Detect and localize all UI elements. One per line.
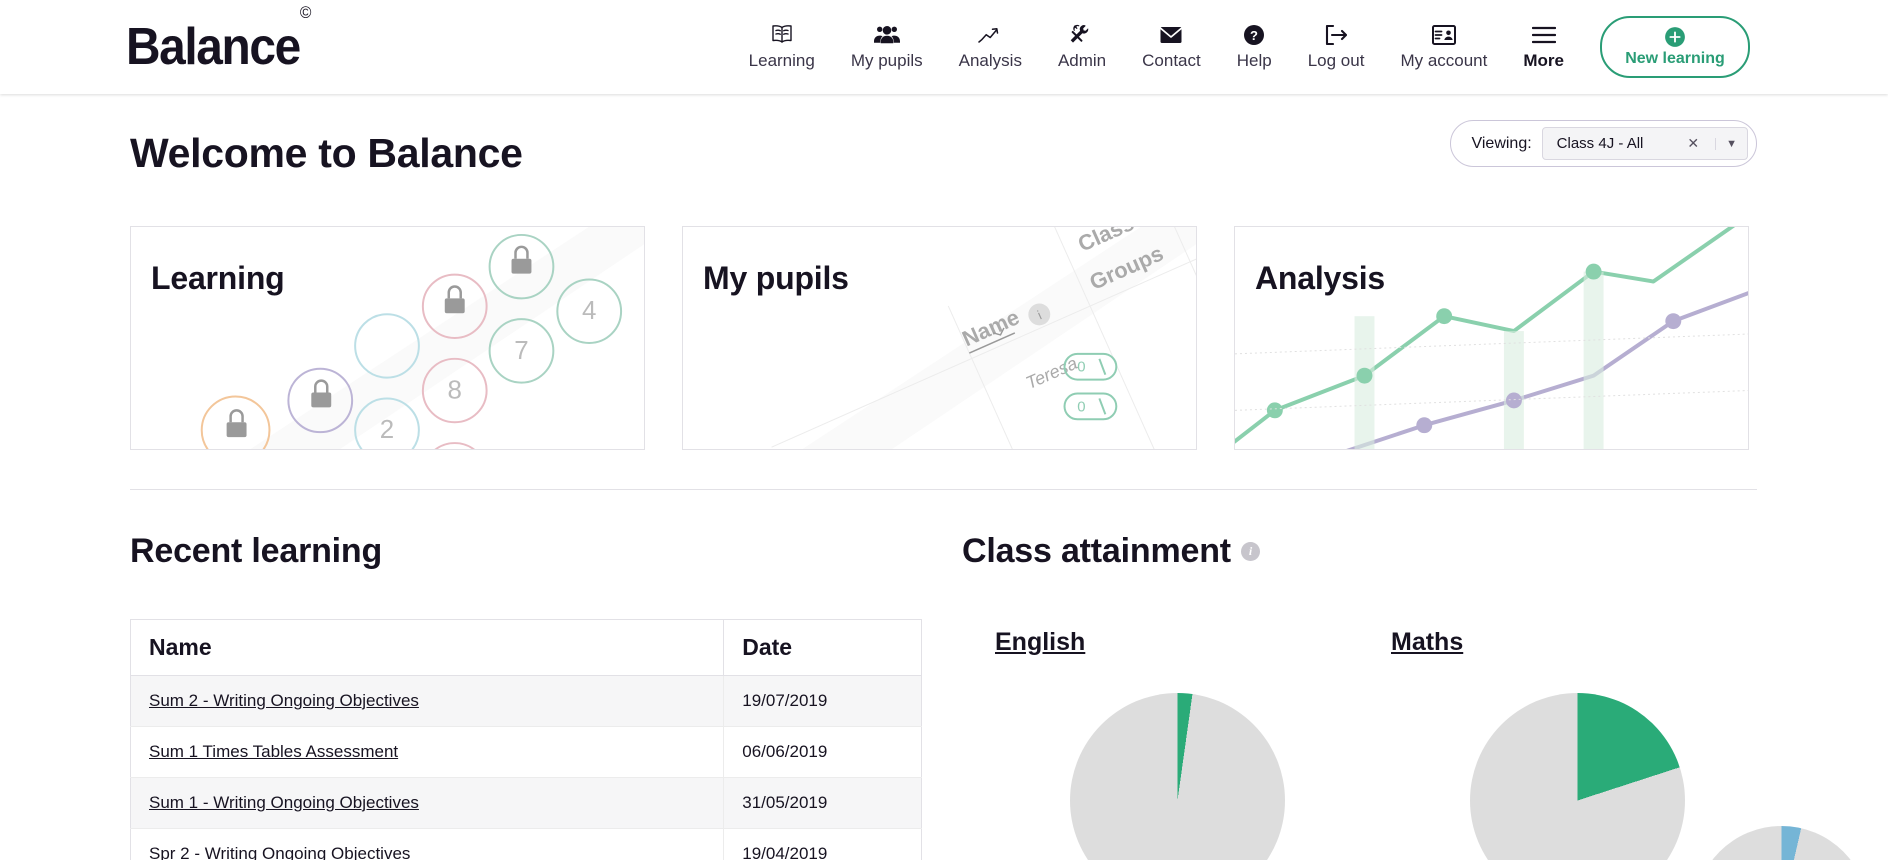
svg-text:0: 0 <box>1077 360 1085 376</box>
svg-text:4: 4 <box>582 297 596 325</box>
svg-text:8: 8 <box>448 377 462 405</box>
svg-text:2: 2 <box>380 416 394 444</box>
svg-text:0: 0 <box>1077 399 1085 415</box>
svg-text:7: 7 <box>514 337 528 365</box>
svg-text:?: ? <box>1250 28 1258 43</box>
svg-text:Teresa: Teresa <box>1023 353 1081 393</box>
